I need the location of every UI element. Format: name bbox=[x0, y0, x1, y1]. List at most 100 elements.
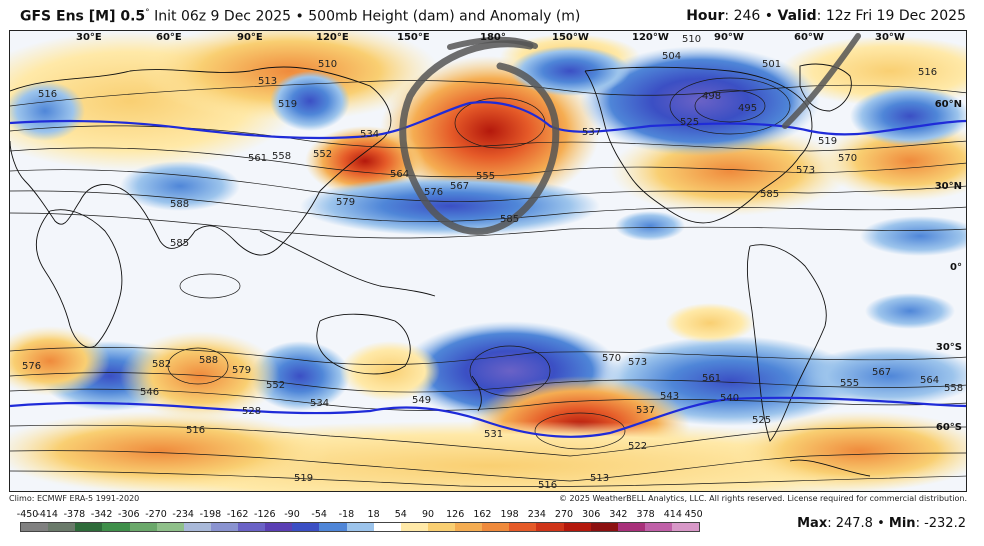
hour-label: Hour bbox=[686, 8, 725, 24]
colorbar-swatch bbox=[590, 523, 618, 531]
anomaly-negative-south-australia bbox=[250, 341, 350, 411]
anomaly-positive-antarctic-west bbox=[10, 411, 330, 491]
contour-label: 516 bbox=[538, 480, 558, 491]
colorbar-swatch bbox=[210, 523, 238, 531]
new-zealand-coast bbox=[471, 375, 482, 412]
longitude-label: 120°W bbox=[632, 32, 669, 43]
colorbar-swatch bbox=[129, 523, 157, 531]
contour-label: 552 bbox=[313, 149, 333, 160]
contour-line bbox=[10, 372, 966, 393]
contour-label: 525 bbox=[680, 117, 700, 128]
colorbar-tick-label: 342 bbox=[609, 509, 628, 520]
contour-label: 501 bbox=[762, 59, 782, 70]
contour-label: 513 bbox=[590, 473, 610, 484]
colorbar-tick-label: -126 bbox=[254, 509, 276, 520]
australia-coast bbox=[316, 313, 411, 375]
contour-label: 555 bbox=[476, 171, 496, 182]
longitude-label: 60°E bbox=[156, 32, 182, 43]
contour-label: 516 bbox=[918, 67, 938, 78]
contour-label: 570 bbox=[838, 153, 858, 164]
contour-label: 585 bbox=[760, 189, 780, 200]
contour-label: 561 bbox=[702, 373, 722, 384]
anomaly-map: 30°E 60°E 90°E 120°E 150°E 180° 150°W 12… bbox=[9, 30, 967, 492]
colorbar-tick-label: 18 bbox=[367, 509, 380, 520]
latitude-label: 0° bbox=[950, 262, 962, 273]
colorbar-tick-label: -198 bbox=[199, 509, 222, 520]
colorbar-swatch bbox=[346, 523, 374, 531]
colorbar-tick-label: 306 bbox=[582, 509, 601, 520]
contour-low-south bbox=[469, 345, 551, 397]
indonesia-islands bbox=[259, 230, 436, 297]
anomaly-negative-alaska bbox=[510, 46, 630, 96]
contour-label: 543 bbox=[660, 391, 680, 402]
contour-label: 570 bbox=[602, 353, 622, 364]
contour-label: 534 bbox=[360, 129, 380, 140]
latitude-label: 30°S bbox=[935, 342, 962, 353]
contour-line bbox=[10, 147, 966, 178]
contour-line bbox=[10, 470, 966, 487]
height-contours bbox=[10, 77, 966, 487]
contour-label: 516 bbox=[186, 425, 206, 436]
contour-label: 561 bbox=[248, 153, 268, 164]
model-name: GFS Ens [M] 0.5 bbox=[20, 8, 146, 25]
anomaly-negative-south-atlantic bbox=[865, 293, 955, 329]
contour-label: 573 bbox=[628, 357, 648, 368]
longitude-label: 150°E bbox=[397, 32, 430, 43]
colorbar-tick-label: -306 bbox=[118, 509, 140, 520]
latitude-label: 60°N bbox=[934, 99, 962, 110]
colorbar-tick-label: 270 bbox=[554, 509, 574, 520]
annotation-circle bbox=[399, 40, 560, 235]
init-time: Init 06z 9 Dec 2025 bbox=[154, 8, 292, 25]
climatology-note: Climo: ECMWF ERA-5 1991-2020 bbox=[9, 494, 140, 503]
colorbar-tick-label: 234 bbox=[527, 509, 546, 520]
colorbar-swatch bbox=[265, 523, 293, 531]
contour-label: 504 bbox=[662, 51, 682, 62]
colorbar-tick-label: 90 bbox=[421, 509, 435, 520]
colorbar-tick-label: -18 bbox=[338, 509, 355, 520]
contour-label: 579 bbox=[336, 197, 356, 208]
colorbar-tick-label: -450 bbox=[16, 509, 39, 520]
eurasia-coast bbox=[10, 66, 392, 256]
contour-line bbox=[10, 190, 966, 222]
latitude-label: 60°S bbox=[935, 422, 962, 433]
longitude-label: 90°E bbox=[237, 32, 263, 43]
longitude-label: 90°W bbox=[714, 32, 744, 43]
field-description: 500mb Height (dam) and Anomaly (m) bbox=[308, 8, 581, 25]
anomaly-negative-south-atlantic-2 bbox=[800, 346, 966, 406]
map-title: GFS Ens [M] 0.5° Init 06z 9 Dec 2025 • 5… bbox=[20, 8, 580, 25]
contour-label: 531 bbox=[484, 429, 504, 440]
contour-label: 576 bbox=[22, 361, 42, 372]
contour-low-closed bbox=[669, 77, 791, 135]
colorbar-tick-label: -90 bbox=[284, 509, 300, 520]
contour-label: 528 bbox=[242, 406, 262, 417]
max-value: 247.8 bbox=[835, 516, 873, 531]
colorbar-tick-label: -414 bbox=[36, 509, 58, 520]
antarctic-peninsula bbox=[789, 459, 871, 477]
valid-label: Valid bbox=[777, 8, 817, 24]
contour-label: 579 bbox=[232, 365, 252, 376]
contour-label: 534 bbox=[310, 398, 330, 409]
contour-label: 552 bbox=[266, 380, 286, 391]
colorbar-swatch bbox=[373, 523, 401, 531]
colorbar-swatch bbox=[48, 523, 76, 531]
colorbar-tick-label: -54 bbox=[311, 509, 327, 520]
contour-label: 510 bbox=[318, 59, 338, 70]
hour-value: 246 bbox=[733, 8, 761, 24]
forecast-time: Hour: 246 • Valid: 12z Fri 19 Dec 2025 bbox=[686, 8, 966, 24]
contour-label: 567 bbox=[872, 367, 892, 378]
contour-label: 540 bbox=[720, 393, 740, 404]
anomaly-negative-pacific bbox=[300, 176, 600, 236]
title-bullet: • bbox=[295, 8, 304, 25]
contour-low-inner bbox=[694, 89, 766, 123]
contour-585 bbox=[179, 273, 241, 299]
contour-label: 525 bbox=[752, 415, 772, 426]
colorbar-swatch bbox=[319, 523, 347, 531]
colorbar-tick-label: -342 bbox=[90, 509, 113, 520]
contour-label: 564 bbox=[390, 169, 410, 180]
copyright-note: © 2025 WeatherBELL Analytics, LLC. All r… bbox=[559, 494, 967, 503]
colorbar-swatch bbox=[238, 523, 266, 531]
contour-label: 549 bbox=[412, 395, 432, 406]
colorbar-swatch bbox=[102, 523, 130, 531]
contour-line bbox=[10, 388, 966, 411]
colorbar-swatch bbox=[536, 523, 564, 531]
